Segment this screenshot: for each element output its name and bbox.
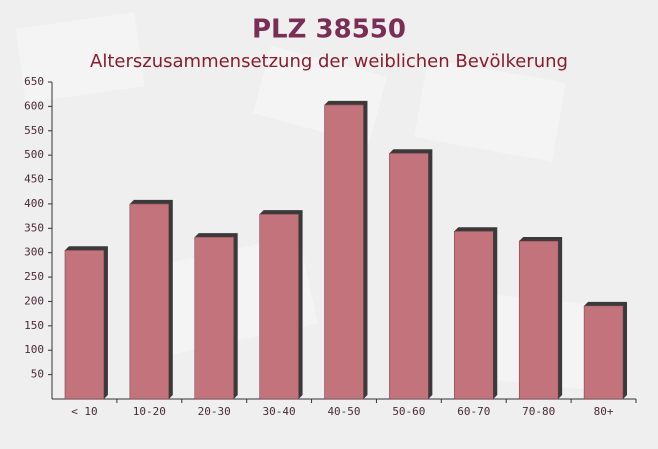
y-tick-label: 650: [24, 75, 44, 88]
x-tick-label: 80+: [594, 405, 614, 418]
x-tick-label: 10-20: [133, 405, 166, 418]
bar: [194, 236, 234, 400]
y-tick-label: 250: [24, 270, 44, 283]
bar: [129, 203, 170, 400]
y-tick-label: 400: [24, 197, 44, 210]
x-tick-label: 30-40: [263, 405, 296, 418]
y-tick-label: 550: [24, 124, 44, 137]
y-tick-label: 500: [24, 148, 44, 161]
y-tick-label: 350: [24, 221, 44, 234]
x-tick-label: 50-60: [392, 405, 425, 418]
bar: [518, 240, 559, 400]
x-tick-label: 20-30: [198, 405, 231, 418]
y-tick-label: 100: [24, 343, 44, 356]
y-tick-label: 50: [31, 368, 44, 381]
x-tick-label: 40-50: [327, 405, 360, 418]
x-tick-label: 70-80: [522, 405, 555, 418]
y-tick-label: 600: [24, 99, 44, 112]
bar: [583, 305, 624, 400]
y-tick-label: 300: [24, 246, 44, 259]
y-tick-label: 200: [24, 294, 44, 307]
bar: [64, 250, 105, 400]
y-tick-label: 150: [24, 319, 44, 332]
bar: [454, 230, 494, 400]
x-tick-label: < 10: [71, 405, 98, 418]
chart-subtitle: Alterszusammensetzung der weiblichen Bev…: [90, 51, 568, 72]
bar: [389, 152, 429, 400]
bar: [259, 213, 299, 400]
chart-title: PLZ 38550: [252, 15, 406, 45]
bar: [324, 104, 364, 400]
x-tick-label: 60-70: [457, 405, 490, 418]
y-tick-label: 450: [24, 173, 44, 186]
